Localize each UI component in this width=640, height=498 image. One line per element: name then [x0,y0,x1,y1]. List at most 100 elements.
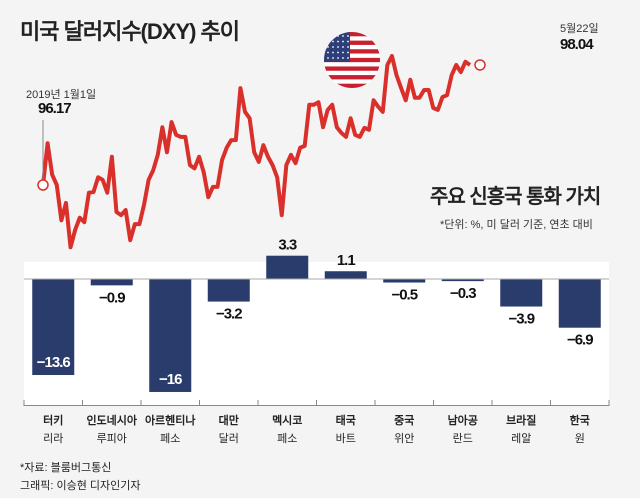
start-value-label: 96.17 [38,100,72,117]
flag-stripe [324,53,380,59]
flag-star [347,40,349,43]
bar-3 [207,279,250,302]
country-label: 남아공 [447,415,478,427]
flag-star [332,35,334,37]
currency-label: 루피아 [96,433,127,445]
flag-star [332,46,334,48]
flag-star [332,51,334,54]
flag-star [337,35,339,37]
us-flag-icon [324,32,380,88]
flag-star [347,35,349,37]
flag-stripe [324,75,380,80]
flag-stripe [324,32,380,37]
currency-label: 달러 [218,433,239,445]
bar-7 [441,279,484,282]
bar-value-label: −13.6 [37,354,71,371]
country-label: 멕시코 [272,415,303,427]
country-label: 터키 [43,415,64,427]
country-label: 대만 [218,415,239,427]
bar-8 [500,279,543,307]
bar-value-label: 3.3 [278,237,297,254]
x-axis [24,405,609,406]
bar-6 [383,279,426,283]
flag-stripe [324,36,380,42]
flag-stripe [324,44,380,50]
bar-value-label: −16 [159,371,182,388]
flag-star [337,46,339,48]
country-label: 아르헨티나 [144,415,196,427]
bar-0 [32,279,75,376]
end-point-marker [474,59,486,71]
end-value-label: 98.04 [560,36,594,53]
bar-value-label: −6.9 [567,332,593,349]
unit-note: *단위: %, 미 달러 기준, 연초 대비 [440,219,593,231]
bar-chart-title: 주요 신흥국 통화 가치 [430,186,601,208]
flag-stripe [324,66,380,72]
bar-value-label: 1.1 [337,252,356,269]
category-label: 중국 위안 [375,412,433,448]
flag-stripe [324,70,380,76]
currency-label: 리라 [43,433,64,445]
credit-note: 그래픽: 이승현 디자인기자 [20,480,141,492]
flag-star [327,35,329,37]
flag-star [342,35,344,37]
flag-star [342,57,344,59]
flag-star [342,46,344,48]
country-label: 태국 [335,415,356,427]
bar-9 [558,279,601,328]
flag-star [342,40,344,43]
currency-label: 페소 [277,433,298,445]
flag-stripe [324,79,380,85]
chart-title: 미국 달러지수(DXY) 추이 [20,19,240,44]
flag-star [332,40,334,43]
flag-star [327,46,329,48]
currency-label: 바트 [335,433,356,445]
flag-star [327,40,329,43]
flag-star [327,51,329,54]
flag-star [332,57,334,59]
bar-2 [149,279,192,392]
flag-stripe [324,62,380,67]
bar-value-label: −0.9 [99,289,125,306]
start-date-label: 2019년 1월1일 [26,89,97,101]
country-label: 인도네시아 [86,415,138,427]
currency-label: 레알 [511,433,532,445]
flag-stripe [324,49,380,55]
flag-star [327,57,329,59]
currency-label: 원 [574,433,585,445]
flag-star [337,57,339,59]
currency-label: 란드 [452,433,473,445]
bar-value-label: −3.9 [508,311,534,328]
flag-star [337,40,339,43]
currency-label: 페소 [160,433,181,445]
flag-star [337,51,339,54]
bar-1 [90,279,133,286]
start-point-marker [37,179,49,191]
currency-label: 위안 [394,433,415,445]
flag-star [347,46,349,48]
country-label: 한국 [569,415,590,427]
bar-value-label: −3.2 [216,306,242,323]
flag-stripe [324,40,380,46]
country-label: 브라질 [506,415,537,427]
flag-star [342,51,344,54]
bar-5 [324,271,367,279]
end-date-label: 5월22일 [560,23,599,35]
flag-stripe [324,57,380,63]
bar-value-label: −0.5 [391,287,417,304]
bar-4 [266,255,309,279]
flag-stripe [324,83,380,88]
flag-star [347,57,349,59]
dxy-line [41,53,472,250]
